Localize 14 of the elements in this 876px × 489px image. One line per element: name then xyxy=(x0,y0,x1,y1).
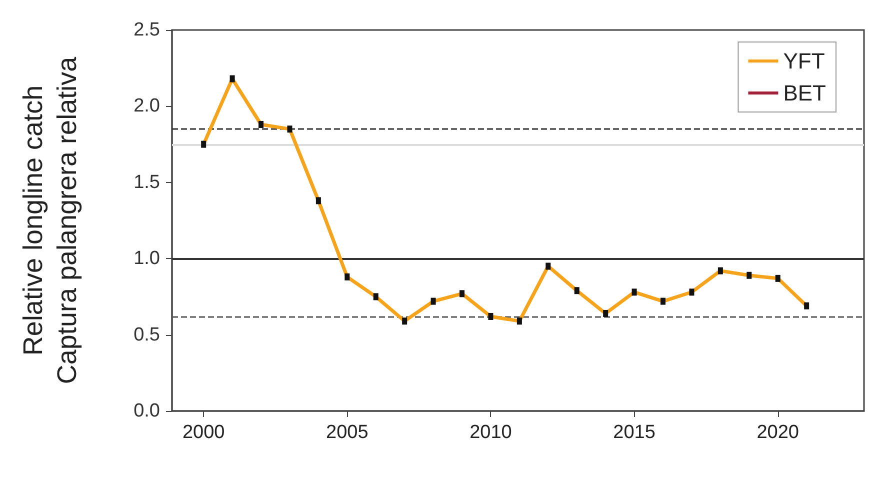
y-tick-label: 0.0 xyxy=(134,400,160,422)
x-tick-label: 2020 xyxy=(756,422,799,443)
x-tick-label: 2000 xyxy=(182,422,225,443)
x-tick-label: 2010 xyxy=(470,422,512,443)
y-tick-label: 1.5 xyxy=(134,172,160,193)
x-tick-label: 2015 xyxy=(613,422,656,443)
y-axis-title: Relative longline catch Captura palangrera relativa xyxy=(18,56,82,384)
legend-label: BET xyxy=(783,80,826,106)
y-tick-label: 2.5 xyxy=(134,20,160,40)
y-tick-label: 2.0 xyxy=(134,96,160,117)
legend-label: YFT xyxy=(783,48,825,74)
y-tick-label: 1.0 xyxy=(134,248,160,270)
y-tick-label: 0.5 xyxy=(134,324,160,346)
x-tick-label: 2005 xyxy=(326,422,368,443)
